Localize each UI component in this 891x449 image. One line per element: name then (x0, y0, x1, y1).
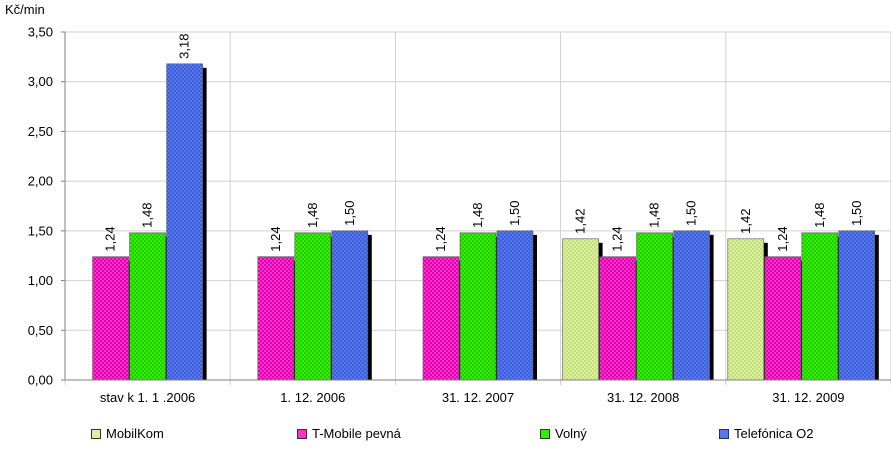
legend-swatch-t-mobile (297, 428, 307, 439)
data-label: 1,50 (684, 201, 699, 226)
bar-mobilkom-3 (562, 238, 599, 381)
data-label: 3,18 (177, 34, 192, 59)
bar-t-mobile-pevna-3 (599, 256, 636, 381)
data-label: 1,24 (610, 226, 625, 251)
bar-chart: Kč/min 1,241,483,181,241,48 1,501,241,48 1… (5, 2, 891, 405)
data-label: 1,42 (573, 208, 588, 233)
legend-swatch-mobilkom (91, 428, 101, 439)
bar-volny-1 (294, 232, 332, 381)
bars (92, 63, 879, 381)
bar-shadow (367, 234, 372, 380)
data-label: 1,50 (342, 201, 357, 226)
bar-telefonica-o2-1 (331, 230, 369, 381)
data-label: 1,42 (738, 208, 753, 233)
legend-item-telefonica: Telefónica O2 (719, 426, 814, 441)
legend-label-mobilkom: MobilKom (106, 426, 164, 441)
data-label: 1,50 (849, 201, 864, 226)
bar-mobilkom-4 (727, 238, 765, 381)
data-label: 1,48 (647, 203, 662, 228)
bar-t-mobile-pevna-4 (764, 256, 802, 381)
data-label: 1,48 (140, 203, 155, 228)
axis-ticks: 0,00 0,50 1,00 1,50 2,00 2,50 3,00 3,50 stav k 1… (28, 25, 891, 405)
bar-telefonica-o2-4 (838, 230, 876, 381)
y-tick-label: 3,00 (28, 74, 53, 89)
bar-shadow (202, 67, 207, 381)
y-tick-label: 1,50 (28, 223, 53, 238)
data-label: 1,24 (103, 226, 118, 251)
legend-label-volny: Volný (555, 426, 587, 441)
data-label: 1,24 (268, 226, 283, 251)
bar-telefonica-o2-0 (166, 63, 203, 381)
bar-volny-2 (459, 232, 497, 381)
bar-shadow (533, 234, 537, 380)
legend-label-t-mobile: T-Mobile pevná (312, 426, 401, 441)
legend-item-volny: Volný (540, 426, 587, 441)
y-tick-label: 0,50 (28, 323, 53, 338)
legend-label-telefonica: Telefónica O2 (734, 426, 814, 441)
data-label: 1,24 (775, 226, 790, 251)
y-axis-label: Kč/min (5, 2, 45, 17)
data-label: 1,24 (433, 226, 448, 251)
x-tick-label: 1. 12. 2006 (280, 390, 345, 405)
y-tick-label: 2,00 (28, 174, 53, 189)
y-tick-label: 1,00 (28, 273, 53, 288)
bar-shadow (709, 234, 714, 380)
bar-volny-0 (129, 232, 166, 381)
bar-telefonica-o2-2 (496, 230, 534, 381)
bar-t-mobile-pevna-2 (422, 256, 460, 381)
legend-swatch-telefonica (719, 428, 729, 439)
bar-volny-3 (636, 232, 673, 381)
data-label: 1,48 (305, 203, 320, 228)
data-label: 1,48 (812, 203, 827, 228)
bar-shadow (874, 234, 879, 380)
legend-item-t-mobile: T-Mobile pevná (297, 426, 401, 441)
bar-volny-4 (801, 232, 839, 381)
legend: MobilKom T-Mobile pevná Volný Telefónica… (0, 426, 891, 446)
x-tick-label: 31. 12. 2009 (772, 390, 844, 405)
data-label: 1,50 (507, 201, 522, 226)
bar-t-mobile-pevna-1 (257, 256, 295, 381)
data-label: 1,48 (470, 203, 485, 228)
bar-t-mobile-pevna-0 (92, 256, 129, 381)
x-tick-label: 31. 12. 2008 (607, 390, 679, 405)
x-tick-label: stav k 1. 1 .2006 (100, 390, 195, 405)
x-tick-label: 31. 12. 2007 (442, 390, 514, 405)
legend-item-mobilkom: MobilKom (91, 426, 164, 441)
data-labels: 1,24 1,48 3,18 1,24 1,48 1,50 1,24 1,48 1,50 1,42… (103, 34, 864, 252)
y-tick-label: 3,50 (28, 25, 53, 40)
bar-telefonica-o2-3 (673, 230, 710, 381)
legend-swatch-volny (540, 428, 550, 439)
y-tick-label: 2,50 (28, 124, 53, 139)
y-tick-label: 0,00 (28, 373, 53, 388)
